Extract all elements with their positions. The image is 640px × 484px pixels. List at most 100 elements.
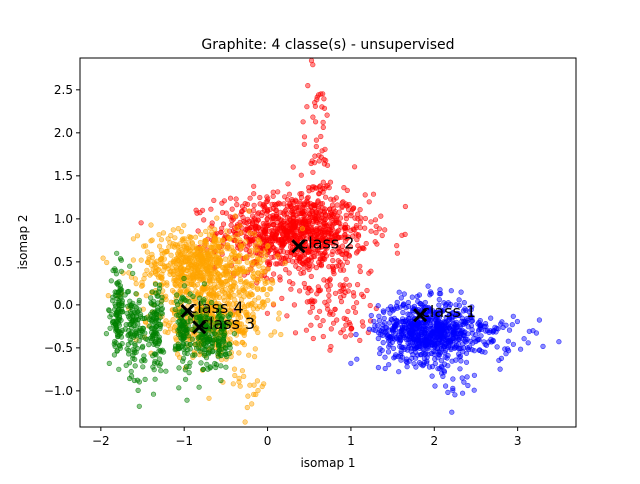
data-point — [411, 361, 417, 367]
data-point — [244, 404, 250, 411]
data-point — [394, 243, 400, 249]
data-point — [338, 234, 344, 240]
centroid-label: class 4 — [189, 298, 244, 317]
data-point — [427, 289, 434, 295]
data-point — [240, 285, 246, 291]
data-point — [193, 207, 199, 213]
data-point — [299, 226, 306, 232]
data-point — [197, 348, 203, 354]
data-point — [375, 303, 381, 309]
data-point — [298, 172, 304, 178]
data-point — [193, 245, 199, 251]
data-point — [286, 191, 293, 197]
data-point — [277, 260, 284, 266]
data-point — [373, 223, 379, 229]
data-point — [263, 199, 269, 205]
data-point — [351, 227, 357, 233]
data-point — [189, 272, 195, 278]
data-point — [137, 307, 143, 313]
data-point — [271, 271, 277, 277]
data-point — [421, 355, 428, 361]
data-point — [363, 240, 369, 247]
data-point — [321, 105, 328, 111]
data-point — [355, 232, 361, 238]
data-point — [281, 249, 287, 255]
data-point — [341, 293, 347, 299]
data-point — [503, 351, 509, 357]
data-point — [246, 352, 252, 358]
y-tick-label: 0.0 — [54, 298, 73, 312]
data-point — [510, 313, 516, 319]
data-point — [152, 332, 158, 338]
data-point — [441, 368, 447, 374]
data-point — [247, 195, 253, 201]
data-point — [350, 206, 356, 212]
data-point — [224, 228, 230, 234]
data-point — [275, 253, 281, 259]
data-point — [244, 259, 250, 265]
data-point — [186, 248, 192, 254]
data-point — [436, 296, 442, 303]
data-point — [398, 357, 404, 363]
data-point — [280, 226, 286, 232]
data-point — [337, 215, 344, 221]
points-layer — [100, 57, 562, 425]
data-point — [257, 194, 263, 201]
data-point — [255, 387, 261, 394]
data-point — [373, 230, 379, 236]
data-point — [394, 250, 401, 256]
data-point — [320, 333, 326, 340]
data-point — [120, 302, 126, 309]
data-point — [264, 275, 270, 282]
data-point — [233, 238, 239, 244]
data-point — [505, 338, 511, 344]
data-point — [151, 341, 157, 348]
data-point — [374, 241, 380, 247]
data-point — [238, 230, 244, 236]
data-point — [163, 263, 169, 270]
data-point — [378, 331, 384, 338]
data-point — [177, 331, 184, 337]
data-point — [204, 270, 210, 277]
data-point — [106, 307, 112, 313]
data-point — [417, 345, 423, 352]
data-point — [343, 316, 350, 322]
data-point — [514, 318, 521, 325]
data-point — [272, 329, 278, 335]
data-point — [327, 206, 333, 212]
data-point — [448, 288, 454, 294]
data-point — [100, 255, 106, 261]
data-point — [288, 203, 294, 209]
data-point — [152, 376, 158, 382]
data-point — [200, 247, 206, 253]
data-point — [219, 343, 225, 349]
data-point — [331, 271, 337, 277]
data-point — [533, 330, 540, 336]
data-point — [126, 360, 133, 366]
data-point — [216, 277, 222, 283]
data-point — [117, 345, 123, 351]
data-point — [184, 397, 190, 403]
data-point — [357, 263, 363, 269]
data-point — [405, 311, 411, 317]
data-point — [214, 215, 220, 221]
y-tick-label: 1.0 — [54, 212, 73, 226]
data-point — [284, 313, 290, 319]
data-point — [333, 215, 339, 221]
data-point — [175, 257, 181, 263]
data-point — [294, 236, 300, 242]
data-point — [163, 318, 169, 324]
data-point — [132, 304, 138, 310]
data-point — [326, 277, 333, 284]
data-point — [426, 345, 432, 351]
data-point — [328, 343, 334, 350]
data-point — [331, 320, 337, 326]
data-point — [313, 211, 319, 217]
data-point — [170, 227, 176, 233]
data-point — [187, 341, 193, 348]
data-point — [254, 247, 260, 253]
data-point — [316, 288, 323, 294]
data-point — [313, 137, 320, 143]
data-point — [250, 284, 256, 290]
